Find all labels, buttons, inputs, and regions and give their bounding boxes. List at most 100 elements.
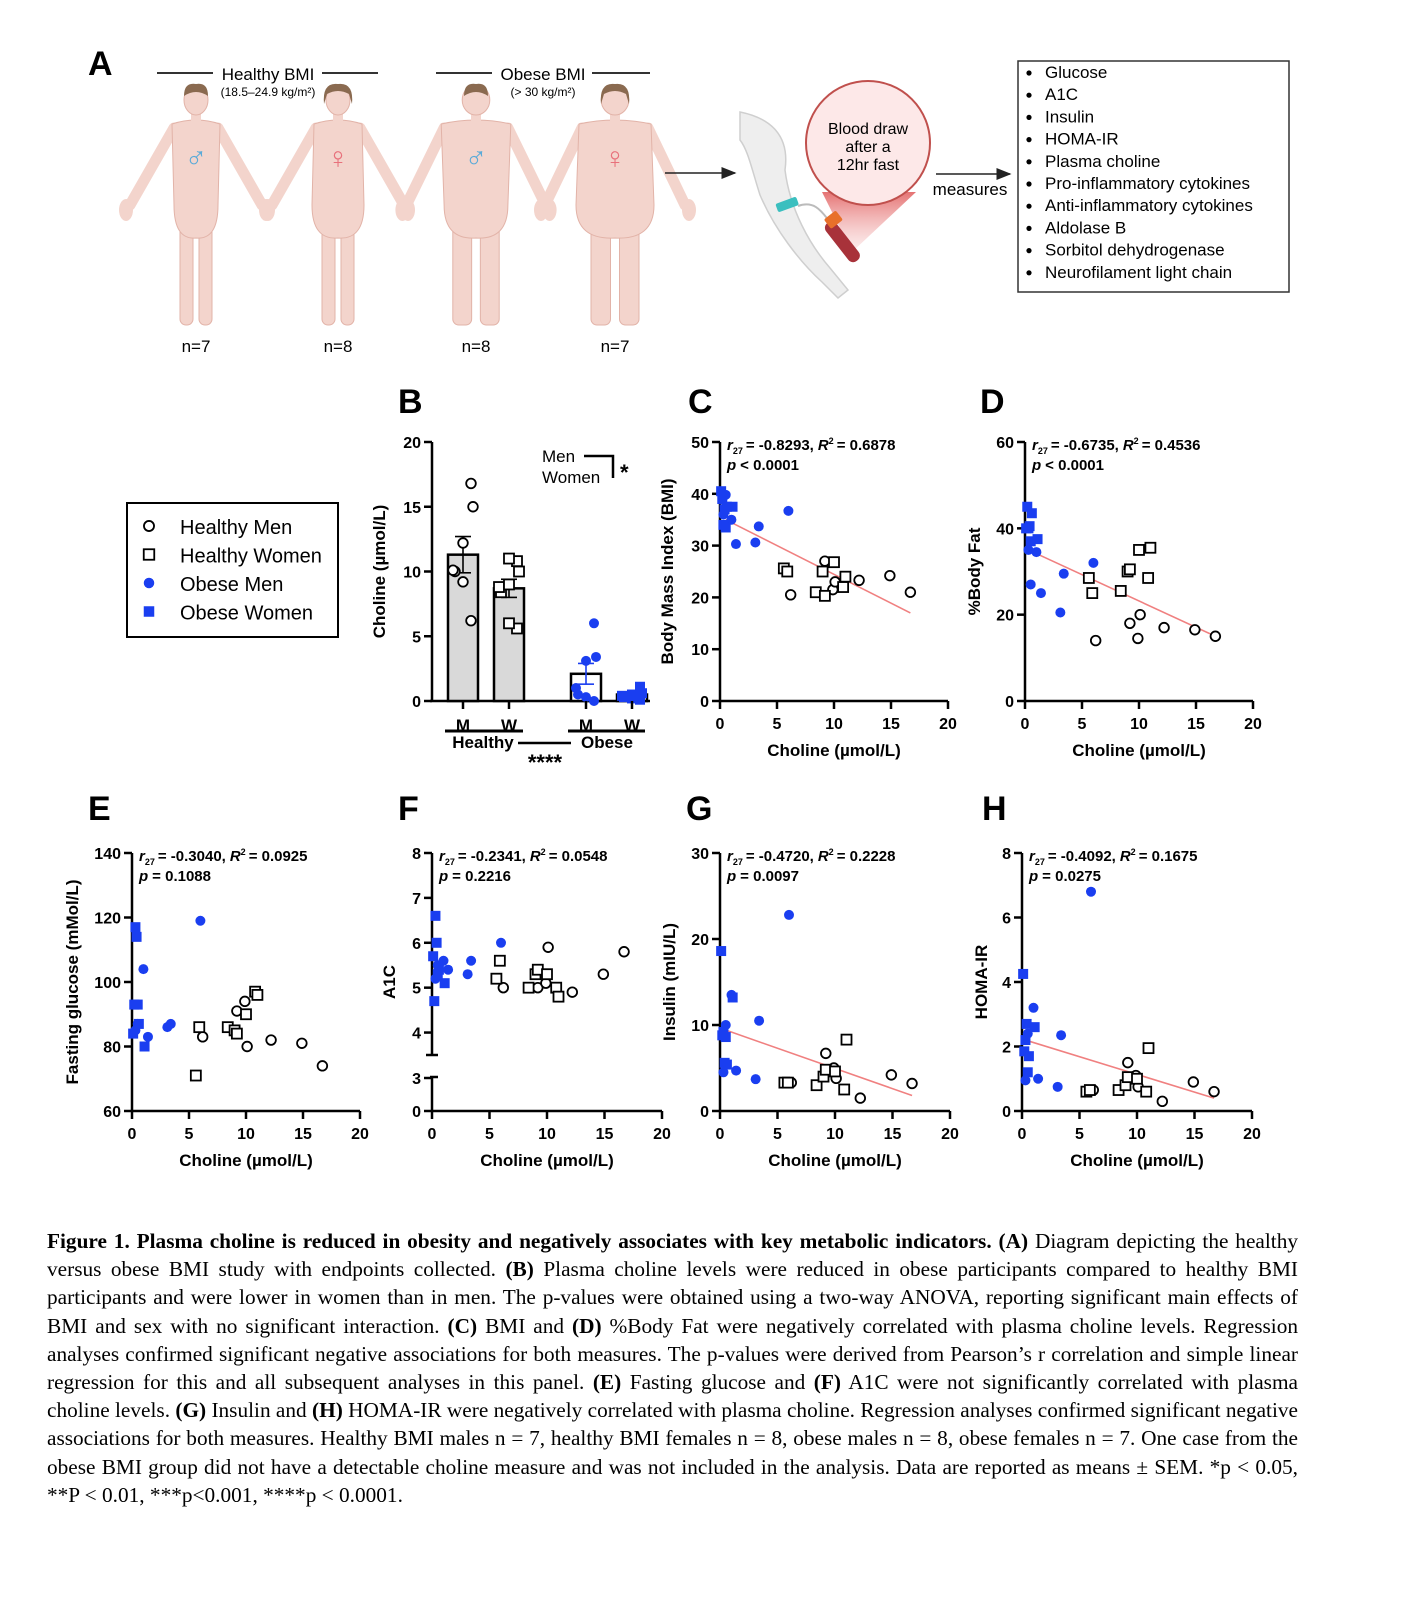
r2-value: = 0.4536: [1142, 437, 1201, 454]
caption-bold-segment: Figure 1. Plasma choline is reduced in o…: [47, 1229, 992, 1253]
p-symbol: p: [1028, 868, 1038, 885]
y-tick-label: 140: [94, 846, 121, 863]
r2-symbol: R: [230, 848, 241, 865]
p-symbol: p: [726, 457, 736, 474]
point-healthy-women: [541, 968, 553, 981]
x-axis-label: Choline (µmol/L): [1070, 1151, 1204, 1170]
caption-text-segment: A1C were not significantly correlated wi…: [47, 1370, 1298, 1423]
point-healthy-women: [840, 1033, 853, 1046]
p-value-stats: p = 0.2216: [438, 868, 511, 885]
x-tick-label: 15: [294, 1126, 312, 1143]
r-symbol: r: [439, 848, 446, 865]
p-value: < 0.0001: [1045, 457, 1104, 474]
point-healthy-women: [781, 1076, 794, 1089]
y-tick-label: 20: [996, 608, 1014, 625]
point-obese-men: [1058, 568, 1069, 579]
point-obese-men: [1088, 557, 1099, 568]
y-tick-label: 30: [691, 846, 709, 863]
point-healthy-men: [265, 1034, 277, 1046]
legend-item: Obese Men: [143, 574, 283, 596]
r2-superscript: 2: [1131, 847, 1136, 857]
x-tick-label: 10: [826, 1126, 844, 1143]
point-healthy-women: [1082, 572, 1095, 584]
point-healthy-men: [597, 968, 610, 980]
point-obese-women: [721, 1059, 732, 1070]
y-tick-label: 0: [700, 1104, 709, 1121]
point-obese-women: [717, 493, 728, 504]
y-tick-label: 120: [94, 911, 121, 928]
y-tick-label: 15: [403, 500, 421, 517]
r-subscript: 27: [145, 857, 155, 867]
point-obese-women: [1018, 968, 1029, 979]
measure-item: Neurofilament light chain: [1045, 263, 1232, 282]
y-tick-label: 6: [412, 936, 421, 953]
x-tick-label: 15: [1186, 1126, 1204, 1143]
r2-value: = 0.6878: [837, 437, 896, 454]
point-healthy-men: [465, 615, 477, 627]
point-obese-men: [1035, 588, 1046, 599]
point-healthy-men: [497, 981, 510, 994]
point-obese-men: [581, 692, 591, 703]
x-axis-label: Choline (µmol/L): [768, 1151, 902, 1170]
point-obese-women: [1021, 1018, 1032, 1029]
point-healthy-women: [1086, 587, 1099, 599]
group-label-obese: Obese: [581, 733, 633, 752]
p-value: = 0.1088: [152, 868, 211, 885]
point-obese-women: [1024, 521, 1035, 532]
regression-line: [1025, 1039, 1215, 1099]
legend-item: Obese Women: [143, 603, 313, 625]
correlation-stats: r27 = -0.4092, R2 = 0.1675: [1029, 847, 1198, 867]
panel-d: D 0 20 40 60 %Body Fat 0 5 10 15 20 Choline (µmol/L…: [965, 383, 1262, 760]
point-healthy-women: [828, 556, 840, 569]
caption-text-segment: Insulin and: [206, 1398, 313, 1423]
p-value-stats: p < 0.0001: [1031, 457, 1104, 474]
bullet-icon: [1026, 114, 1032, 120]
point-healthy-men: [784, 589, 797, 601]
x-tick-label: 5: [185, 1126, 194, 1143]
point-healthy-women: [230, 1027, 243, 1040]
x-tick-label: 5: [485, 1126, 494, 1143]
caption-bold-segment: (G): [175, 1398, 207, 1423]
panel-e: E 60 80 100 120 140 Fasting glucose (mMol/L) 0 5…: [63, 790, 369, 1170]
point-obese-men: [1033, 1073, 1044, 1084]
r2-superscript: 2: [829, 436, 834, 446]
x-tick-label: 20: [653, 1126, 671, 1143]
r2-symbol: R: [818, 437, 829, 454]
x-tick-label: 20: [1243, 1126, 1261, 1143]
x-tick-label: 0: [1021, 716, 1030, 733]
bullet-icon: [1026, 137, 1032, 143]
point-healthy-women: [816, 565, 829, 578]
point-obese-women: [128, 1028, 139, 1039]
point-obese-women: [716, 946, 727, 957]
figure-canvas: A Healthy BMI (18.5–24.9 kg/m²) Obese BM…: [63, 45, 1290, 1170]
x-tick-label: 5: [773, 1126, 782, 1143]
measure-item: HOMA-IR: [1045, 130, 1119, 149]
point-obese-men: [784, 909, 794, 920]
caption-bold-segment: (A): [998, 1229, 1029, 1253]
point-obese-women: [721, 501, 732, 512]
y-tick-label: 0: [412, 1104, 421, 1121]
point-healthy-women: [1142, 1042, 1155, 1055]
participant-figures: ♂ n=7 ♀ n=8 ♂ n=8 ♀ n=7: [119, 83, 696, 356]
sex-significance-star: *: [620, 460, 629, 485]
arm-blood-draw-illustration: Blood draw after a 12hr fast: [739, 80, 931, 300]
point-healthy-women: [1123, 563, 1136, 576]
x-axis-label: Choline (µmol/L): [480, 1151, 614, 1170]
legend-label: Obese Women: [180, 603, 313, 625]
point-obese-men: [726, 514, 737, 525]
point-obese-men: [754, 1015, 765, 1026]
point-obese-women: [139, 1041, 150, 1052]
r2-superscript: 2: [1134, 436, 1139, 446]
regression-line: [723, 1028, 913, 1097]
legend-label: Healthy Men: [180, 517, 292, 539]
caption-bold-segment: (B): [505, 1257, 534, 1282]
point-obese-men: [783, 505, 794, 516]
x-axis-label: Choline (µmol/L): [1072, 741, 1206, 760]
point-healthy-women: [818, 589, 831, 602]
legend-marker-open-square: [142, 548, 156, 561]
sex-label-men: Men: [542, 447, 575, 466]
x-tick-label: 10: [237, 1126, 255, 1143]
y-axis-label: HOMA-IR: [972, 945, 991, 1020]
obese-bmi-range: (> 30 kg/m²): [510, 85, 575, 99]
point-healthy-women: [837, 581, 850, 593]
